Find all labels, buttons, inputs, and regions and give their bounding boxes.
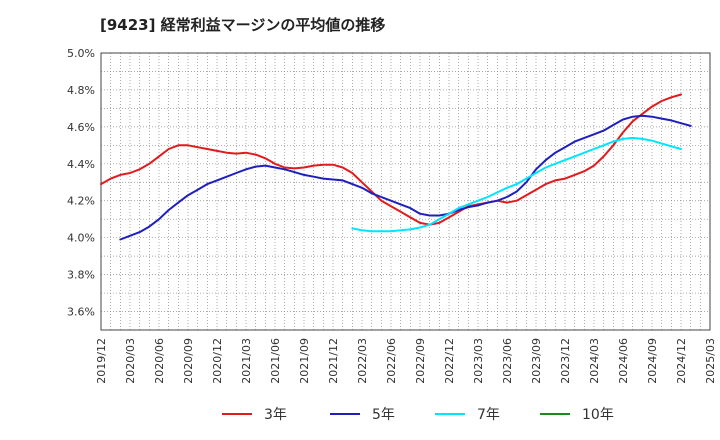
x-tick-label: 2020/03 — [124, 338, 137, 384]
x-tick-label: 2023/03 — [472, 338, 485, 384]
series-line — [119, 114, 692, 241]
series-line — [100, 93, 682, 226]
x-tick-label: 2022/12 — [443, 338, 456, 384]
x-tick-label: 2023/06 — [501, 338, 514, 384]
x-tick-label: 2021/09 — [298, 338, 311, 384]
x-tick-label: 2024/06 — [617, 338, 630, 384]
y-tick-label: 4.0% — [67, 232, 95, 245]
x-tick-label: 2021/06 — [269, 338, 282, 384]
legend-label: 10年 — [582, 407, 614, 423]
legend-label: 7年 — [477, 407, 500, 423]
legend-label: 3年 — [264, 407, 287, 423]
x-tick-label: 2023/12 — [559, 338, 572, 384]
y-tick-label: 4.4% — [67, 158, 95, 171]
x-tick-label: 2023/09 — [530, 338, 543, 384]
x-tick-label: 2024/09 — [646, 338, 659, 384]
x-tick-label: 2020/09 — [182, 338, 195, 384]
x-tick-label: 2022/06 — [385, 338, 398, 384]
x-tick-label: 2022/09 — [414, 338, 427, 384]
x-tick-label: 2020/12 — [211, 338, 224, 384]
x-tick-label: 2022/03 — [356, 338, 369, 384]
x-tick-label: 2020/06 — [153, 338, 166, 384]
series-line — [351, 136, 682, 233]
x-tick-label: 2021/03 — [240, 338, 253, 384]
x-tick-label: 2019/12 — [95, 338, 108, 384]
plot-frame — [100, 52, 711, 331]
y-tick-label: 3.6% — [67, 306, 95, 319]
y-tick-label: 4.8% — [67, 84, 95, 97]
y-tick-label: 4.6% — [67, 121, 95, 134]
y-tick-label: 5.0% — [67, 47, 95, 60]
x-tick-label: 2021/12 — [327, 338, 340, 384]
chart-title: [9423] 経常利益マージンの平均値の推移 — [100, 16, 386, 34]
x-tick-label: 2024/03 — [588, 338, 601, 384]
y-tick-label: 3.8% — [67, 269, 95, 282]
x-tick-label: 2025/03 — [704, 338, 717, 384]
plot-area — [101, 53, 710, 330]
y-tick-label: 4.2% — [67, 195, 95, 208]
legend-label: 5年 — [372, 407, 395, 423]
x-tick-label: 2024/12 — [675, 338, 688, 384]
